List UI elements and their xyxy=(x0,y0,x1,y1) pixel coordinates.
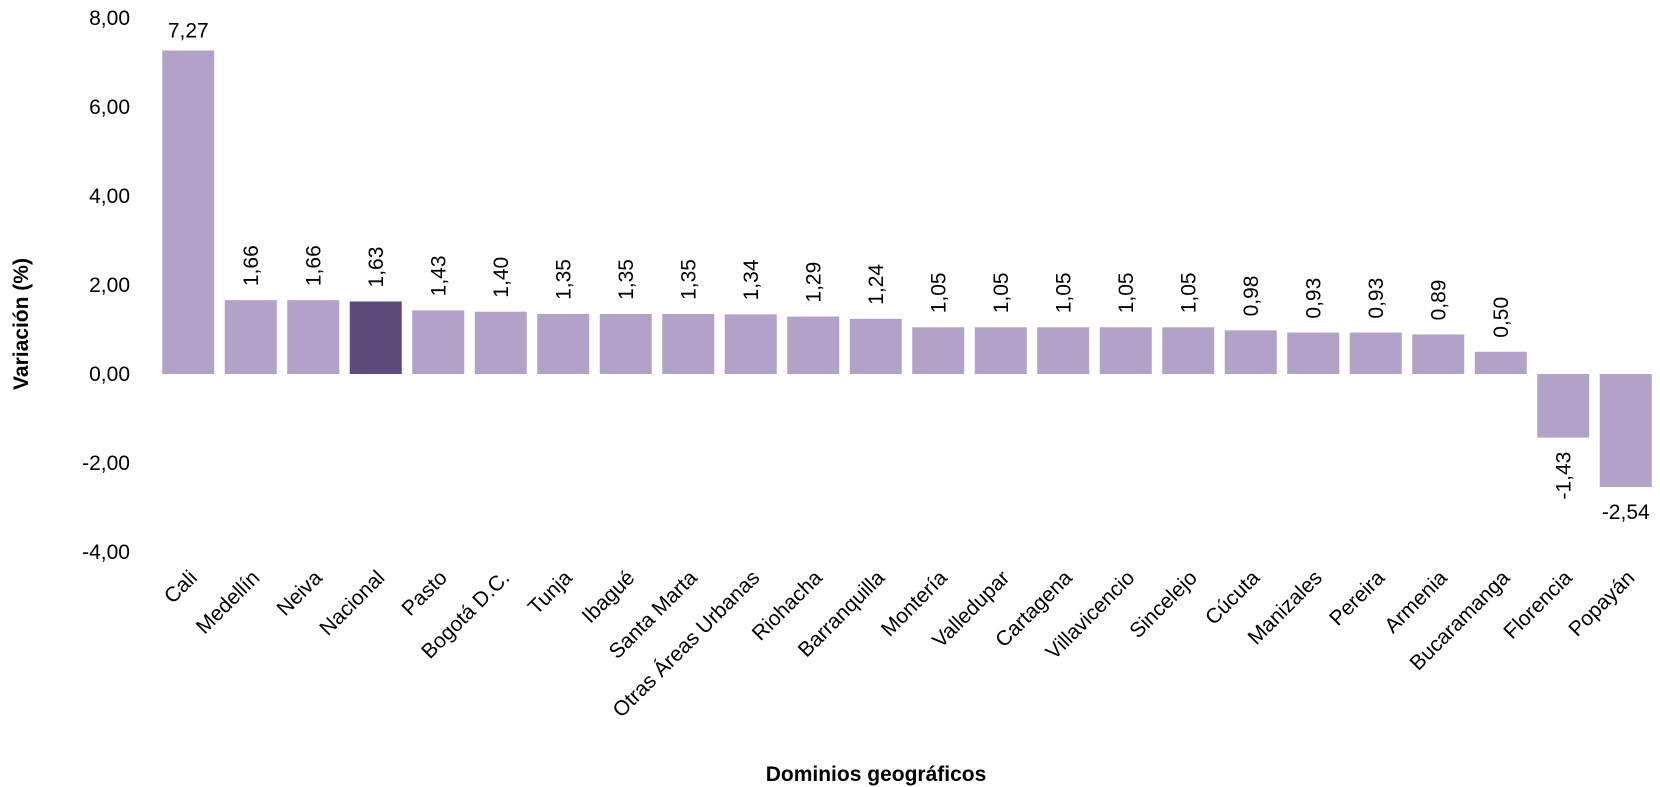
bar-18 xyxy=(1224,330,1277,374)
bar-9 xyxy=(662,313,715,374)
data-label: 0,93 xyxy=(1302,278,1325,319)
y-tick-label: 2,00 xyxy=(89,274,130,297)
data-label: 7,27 xyxy=(168,19,209,42)
category-label: Tunja xyxy=(524,566,577,619)
y-tick-label: 0,00 xyxy=(89,363,130,386)
bar-17 xyxy=(1162,327,1215,374)
bar-20 xyxy=(1349,332,1402,374)
category-label: Neiva xyxy=(273,566,327,620)
data-label: 0,89 xyxy=(1427,280,1450,321)
bar-11 xyxy=(787,316,840,374)
bar-8 xyxy=(599,313,652,374)
data-label: 1,05 xyxy=(927,272,950,313)
bar-15 xyxy=(1037,327,1090,374)
category-label: Cali xyxy=(160,566,202,608)
y-tick-label: -4,00 xyxy=(82,541,130,564)
data-label: 1,35 xyxy=(552,259,575,300)
y-axis-ticks: 8,00 6,00 4,00 2,00 0,00 -2,00 -4,00 xyxy=(82,7,130,564)
category-label: Pasto xyxy=(398,566,452,620)
data-label: 1,43 xyxy=(427,255,450,296)
bar-3 xyxy=(287,300,340,374)
bar-7 xyxy=(537,313,590,374)
data-label: 1,05 xyxy=(990,272,1013,313)
category-label: Nacional xyxy=(315,566,389,640)
bar-10 xyxy=(724,314,777,374)
data-label: 1,24 xyxy=(865,264,888,305)
category-label: Popayán xyxy=(1564,566,1639,641)
bar-19 xyxy=(1287,332,1340,374)
bar-24 xyxy=(1599,374,1652,488)
data-labels: 7,27 1,66 1,66 1,63 1,43 1,40 1,35 1,35 1,35 1,34… xyxy=(168,19,1650,524)
bar-6 xyxy=(474,311,527,374)
bar-12 xyxy=(849,318,902,374)
data-label: 1,35 xyxy=(615,259,638,300)
category-label: Sincelejo xyxy=(1125,566,1202,643)
bar-23 xyxy=(1537,374,1590,438)
data-label: 1,66 xyxy=(240,245,263,286)
bar-13 xyxy=(912,327,965,374)
data-label: -1,43 xyxy=(1552,452,1575,500)
data-label: 0,50 xyxy=(1490,297,1513,338)
y-tick-label: 6,00 xyxy=(89,96,130,119)
x-axis-title: Dominios geográficos xyxy=(766,763,987,786)
data-label: 1,63 xyxy=(365,247,388,288)
data-label: 1,40 xyxy=(490,257,513,298)
y-tick-label: 4,00 xyxy=(89,185,130,208)
bar-1 xyxy=(162,50,215,375)
category-label: Cúcuta xyxy=(1201,566,1265,630)
bar-2 xyxy=(224,300,277,374)
data-label: 1,29 xyxy=(802,262,825,303)
bar-16 xyxy=(1099,327,1152,374)
data-label: 1,05 xyxy=(1177,272,1200,313)
category-label: Ibagué xyxy=(578,566,640,628)
bar-14 xyxy=(974,327,1027,374)
bar-4 xyxy=(349,301,402,374)
data-label: 1,05 xyxy=(1115,272,1138,313)
data-label: 1,34 xyxy=(740,259,763,300)
category-label: Florencia xyxy=(1499,566,1577,644)
y-tick-label: 8,00 xyxy=(89,7,130,30)
y-tick-label: -2,00 xyxy=(82,452,130,475)
bar-21 xyxy=(1412,334,1465,374)
bar-5 xyxy=(412,310,465,374)
y-axis-title: Variación (%) xyxy=(10,258,33,390)
data-label: 1,05 xyxy=(1052,272,1075,313)
data-label: 1,66 xyxy=(302,245,325,286)
data-label: 0,98 xyxy=(1240,276,1263,317)
bars xyxy=(162,50,1652,488)
data-label: 1,35 xyxy=(677,259,700,300)
bar-22 xyxy=(1474,351,1527,374)
category-label: Medellín xyxy=(192,566,264,638)
data-label: 0,93 xyxy=(1365,278,1388,319)
data-label: -2,54 xyxy=(1602,501,1650,524)
